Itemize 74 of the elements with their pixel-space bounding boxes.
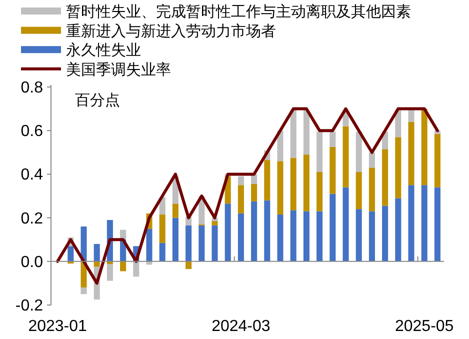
bar (316, 211, 323, 262)
bar (395, 198, 402, 262)
bar (277, 161, 284, 215)
bar (421, 185, 428, 262)
bar (264, 200, 270, 262)
bar (238, 185, 244, 214)
bar (368, 168, 375, 212)
bar (68, 246, 74, 262)
bar (172, 204, 178, 218)
bar (356, 172, 362, 210)
bar (330, 146, 336, 194)
bar (212, 225, 218, 262)
bar (368, 152, 375, 168)
y-tick-label: 0.6 (20, 123, 44, 140)
bar (277, 214, 284, 262)
y-tick-label: 0.2 (20, 210, 44, 228)
bar (251, 201, 258, 262)
bar (330, 194, 336, 262)
bar (159, 242, 166, 262)
bar (434, 134, 440, 188)
bar (290, 210, 296, 262)
x-tick-label: 2024-03 (212, 318, 270, 335)
bar (94, 261, 100, 267)
x-tick-label: 2025-05 (394, 318, 454, 335)
bar (408, 122, 414, 186)
bar (342, 126, 349, 188)
bar (224, 204, 231, 262)
legend-label: 暂时性失业、完成暂时性工作与主动离职及其他因素 (66, 4, 411, 20)
legend-label: 永久性失业 (66, 42, 141, 60)
x-tick-label: 2023-01 (28, 318, 88, 335)
bar (330, 132, 336, 147)
bar (198, 225, 205, 262)
bar (382, 149, 388, 206)
bar (264, 160, 270, 200)
bar (106, 264, 113, 281)
legend-label: 重新进入与新进入劳动力市场者 (66, 22, 276, 40)
legend-label: 美国季调失业率 (66, 61, 171, 78)
bar (342, 187, 349, 262)
bar (290, 158, 296, 210)
bar (120, 261, 126, 272)
bar (277, 130, 284, 162)
bar (421, 108, 428, 186)
bar (356, 132, 362, 172)
bar (146, 228, 152, 262)
bar (303, 154, 310, 212)
bar (395, 137, 402, 198)
bar (94, 244, 100, 262)
bar (133, 261, 140, 277)
bar (251, 184, 258, 202)
bar (303, 110, 310, 155)
y-tick-label: 0.8 (20, 80, 44, 96)
bar (408, 110, 414, 122)
bar (434, 187, 440, 262)
y-tick-label: -0.2 (15, 298, 44, 314)
bar (290, 110, 296, 158)
y-tick-label: 0.4 (20, 166, 44, 184)
bar (408, 185, 414, 262)
bar (303, 211, 310, 262)
y-tick-label: 0.0 (20, 254, 44, 271)
bar (159, 214, 166, 243)
bar (316, 132, 323, 172)
bar (212, 221, 218, 226)
bar (186, 261, 192, 270)
bar (238, 176, 244, 186)
bar (186, 225, 192, 262)
bar (238, 213, 244, 262)
bar (172, 218, 178, 262)
annotation: 百分点 (75, 92, 120, 109)
bar (316, 172, 323, 212)
bar (356, 209, 362, 262)
bar (382, 206, 388, 262)
bar (368, 211, 375, 262)
bar (80, 288, 87, 294)
bar (80, 226, 87, 262)
